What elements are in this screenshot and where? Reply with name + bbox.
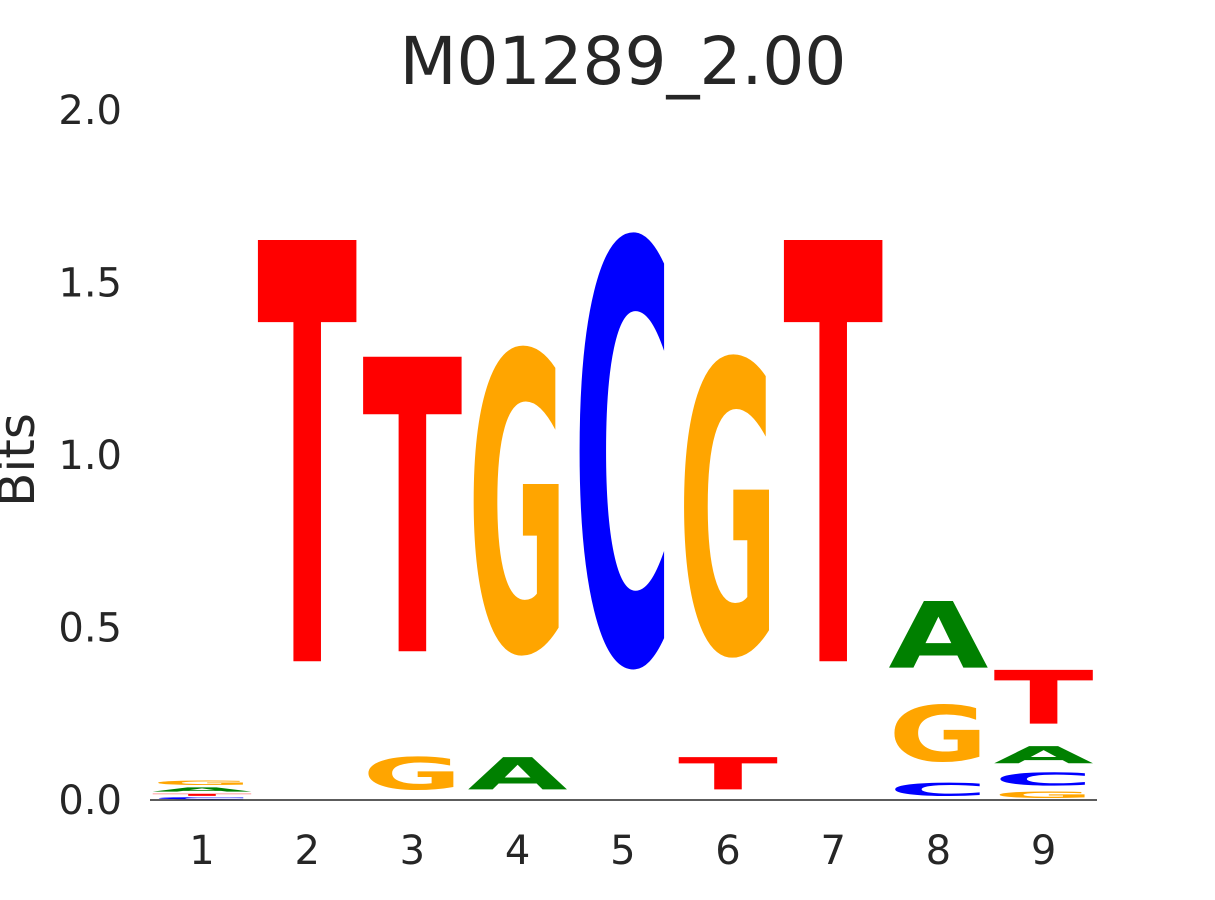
logo-letter-t: T	[783, 127, 884, 799]
y-tick-label: 1.0	[58, 433, 122, 479]
x-tick-label: 7	[820, 828, 845, 874]
x-tick-label: 8	[926, 828, 951, 874]
logo-letter-a: A	[468, 748, 568, 800]
chart-title: M01289_2.00	[400, 23, 847, 100]
x-tick-label: 5	[610, 828, 635, 874]
logo-letter-c: C	[152, 797, 252, 800]
logo-letter-a: A	[994, 741, 1094, 768]
x-tick-label: 3	[400, 828, 425, 874]
y-axis-label: Bits	[0, 413, 46, 507]
x-tick-label: 6	[715, 828, 740, 874]
logo-letter-g: G	[468, 270, 568, 747]
x-axis-ticks: 1 2 3 4 5 6 7 8 9	[189, 828, 1056, 874]
logo-letter-c: C	[994, 769, 1094, 790]
logo-letter-g: G	[152, 779, 252, 786]
logo-letter-t: T	[362, 276, 463, 747]
y-tick-label: 0.0	[58, 778, 122, 824]
x-tick-label: 4	[505, 828, 530, 874]
logo-letter-a: A	[888, 584, 988, 690]
logo-letter-g: G	[888, 691, 988, 780]
logo-letter-g: G	[362, 748, 462, 800]
logo-letter-c: C	[573, 126, 673, 799]
x-tick-label: 9	[1031, 828, 1056, 874]
logo-letter-g: G	[994, 790, 1094, 800]
y-axis-ticks: 0.0 0.5 1.0 1.5 2.0	[58, 88, 122, 824]
logo-letter-t: T	[994, 656, 1094, 742]
logo-letter-c: C	[888, 779, 988, 800]
x-tick-label: 2	[294, 828, 319, 874]
logo-letter-t: T	[678, 749, 778, 800]
y-tick-label: 1.5	[58, 261, 122, 307]
logo-letter-t: T	[152, 793, 252, 796]
x-tick-label: 1	[189, 828, 214, 874]
y-tick-label: 0.5	[58, 606, 122, 652]
logo-letter-a: A	[152, 786, 252, 793]
logo-letter-g: G	[678, 280, 778, 747]
logo-letter-t: T	[257, 127, 358, 799]
y-tick-label: 2.0	[58, 88, 122, 134]
